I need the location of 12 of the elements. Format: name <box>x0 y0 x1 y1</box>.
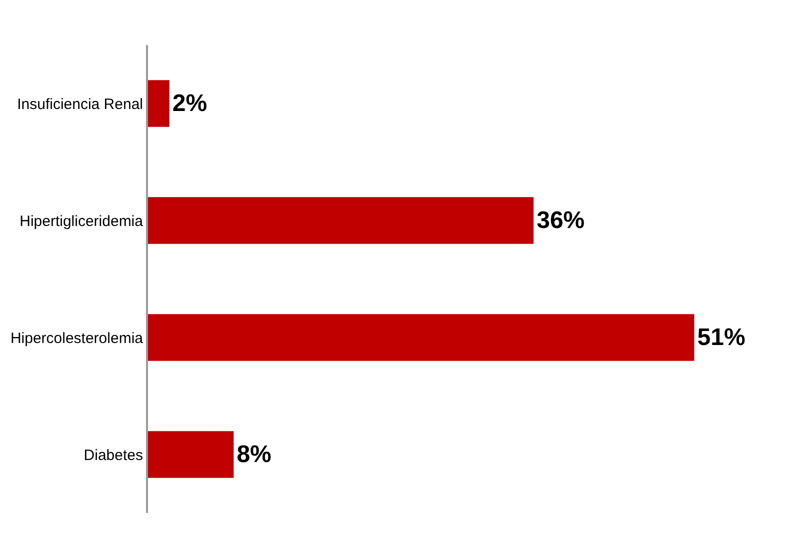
bar <box>148 197 534 244</box>
bar <box>148 431 234 478</box>
y-tick-label: Hipertigliceridemia <box>20 212 144 230</box>
data-label: 8% <box>236 441 272 468</box>
y-tick-label: Diabetes <box>84 446 143 464</box>
bar <box>148 80 170 127</box>
data-label: 51% <box>697 324 746 351</box>
data-label: 2% <box>172 90 208 117</box>
y-tick-label: Insuficiencia Renal <box>17 96 143 113</box>
y-tick-label: Hipercolesterolemia <box>10 330 144 347</box>
bar <box>148 314 694 361</box>
data-label: 36% <box>536 207 585 234</box>
